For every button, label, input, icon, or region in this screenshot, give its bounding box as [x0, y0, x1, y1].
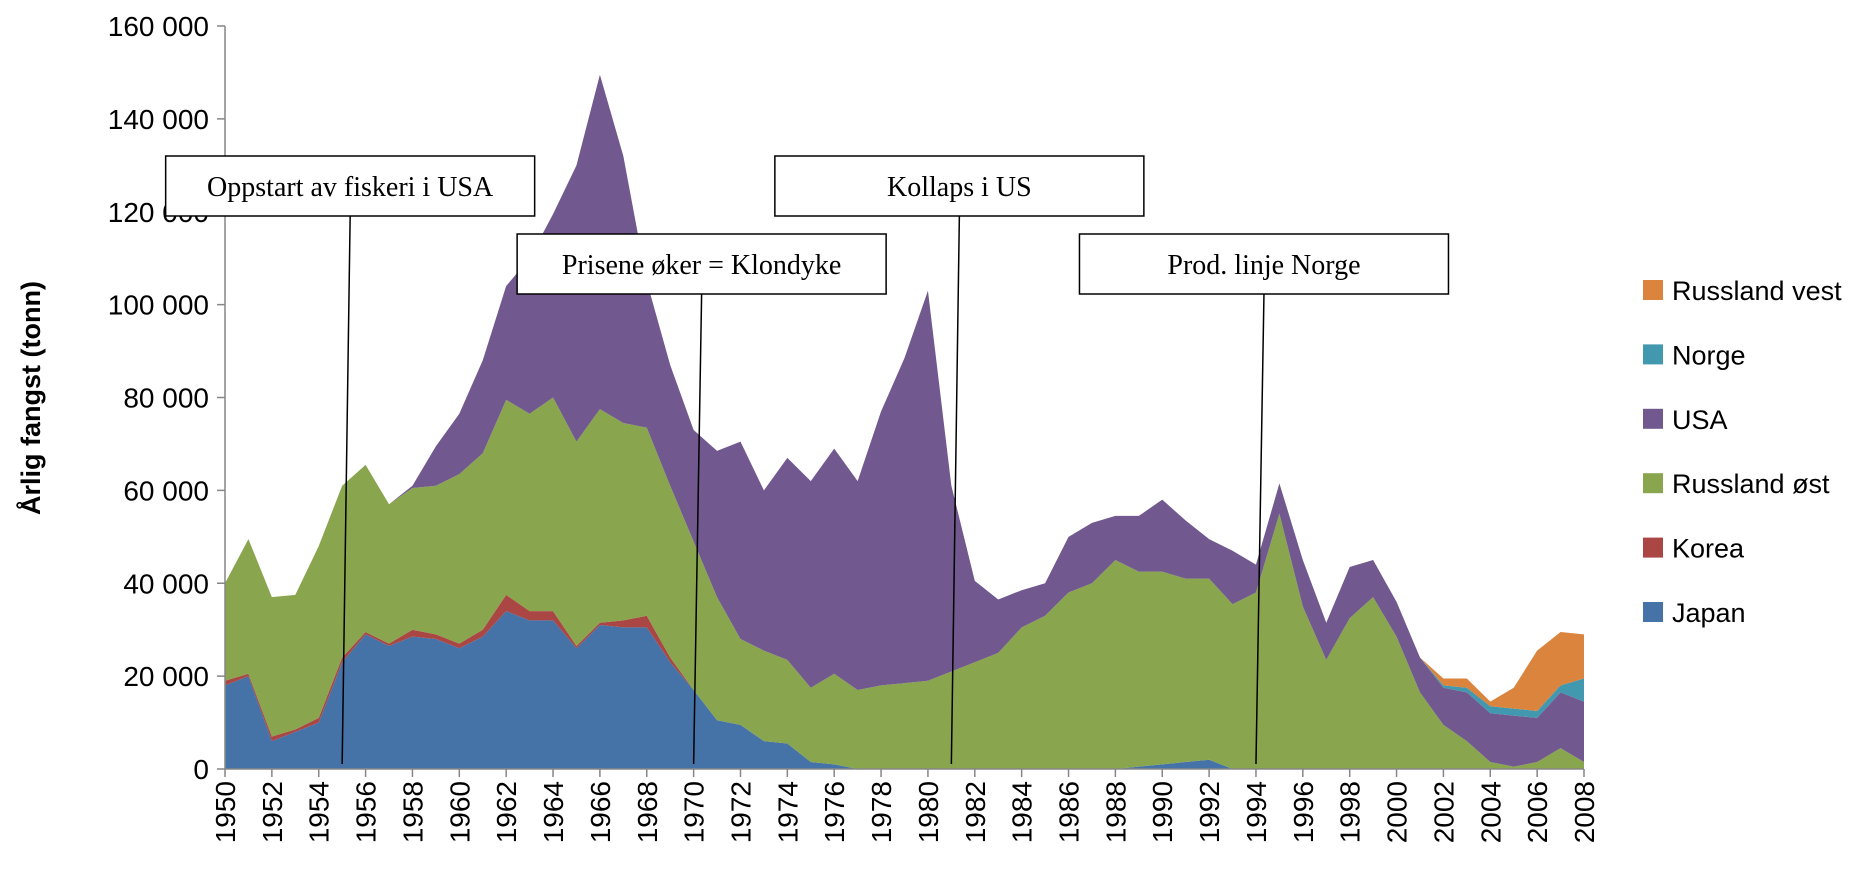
- legend-label: Korea: [1672, 534, 1745, 564]
- x-tick-label: 1998: [1335, 781, 1366, 843]
- legend-swatch: [1643, 602, 1663, 622]
- y-tick-label: 40 000: [123, 568, 209, 599]
- x-tick-label: 1994: [1241, 781, 1272, 843]
- legend-label: Norge: [1672, 340, 1746, 370]
- y-tick-label: 100 000: [108, 290, 209, 321]
- x-tick-label: 1952: [257, 781, 288, 843]
- x-tick-label: 1960: [444, 781, 475, 843]
- annotation-text: Kollaps i US: [887, 172, 1032, 203]
- annotation-text: Prod. linje Norge: [1167, 250, 1360, 281]
- x-tick-label: 1986: [1054, 781, 1085, 843]
- legend-label: Japan: [1672, 598, 1746, 628]
- x-tick-label: 1974: [772, 781, 803, 843]
- x-tick-label: 1982: [960, 781, 991, 843]
- x-tick-label: 1950: [210, 781, 241, 843]
- x-tick-label: 1988: [1100, 781, 1131, 843]
- annotation-box: [1078, 233, 1450, 295]
- legend-swatch: [1643, 408, 1663, 429]
- x-tick-label: 1996: [1288, 781, 1319, 843]
- area: [225, 611, 1584, 769]
- x-tick-label: 1972: [725, 781, 756, 843]
- y-axis-label: Årlig fangst (tonn): [15, 281, 46, 515]
- x-tick-label: 1970: [679, 781, 710, 843]
- x-tick-label: 1968: [632, 781, 663, 843]
- x-tick-label: 1984: [1007, 781, 1038, 843]
- x-tick-label: 2006: [1522, 781, 1553, 843]
- annotation-text: Oppstart av fiskeri i USA: [207, 172, 494, 203]
- y-tick-label: 60 000: [123, 475, 209, 506]
- x-tick-label: 1964: [538, 781, 569, 843]
- annotation-text: Prisene øker = Klondyke: [562, 250, 841, 281]
- legend-swatch: [1643, 473, 1663, 494]
- area: [225, 397, 1584, 769]
- y-tick-label: 80 000: [123, 383, 209, 414]
- annotation-line: [692, 293, 703, 765]
- annotation-line: [950, 215, 961, 765]
- x-tick-label: 1980: [913, 781, 944, 843]
- y-tick-label: 140 000: [108, 104, 209, 135]
- x-tick-label: 1992: [1194, 781, 1225, 843]
- annotation-box: [164, 155, 536, 217]
- x-tick-label: 1954: [304, 781, 335, 843]
- y-tick-label: 0: [193, 754, 209, 785]
- x-tick-label: 2002: [1428, 781, 1459, 843]
- legend-swatch: [1643, 537, 1663, 558]
- legend-label: Russland øst: [1672, 469, 1830, 499]
- annotation-box: [774, 155, 1145, 217]
- legend-label: Russland vest: [1672, 276, 1842, 306]
- x-tick-label: 2004: [1475, 781, 1506, 843]
- x-tick-label: 2000: [1382, 781, 1413, 843]
- x-tick-label: 1978: [866, 781, 897, 843]
- legend-swatch: [1643, 280, 1663, 300]
- x-tick-label: 2008: [1569, 781, 1600, 843]
- annotation-line: [1255, 293, 1265, 765]
- x-tick-label: 1966: [585, 781, 616, 843]
- legend-swatch: [1643, 344, 1663, 365]
- x-tick-label: 1976: [819, 781, 850, 843]
- y-tick-label: 160 000: [108, 11, 209, 42]
- x-tick-label: 1958: [397, 781, 428, 843]
- y-tick-label: 20 000: [123, 661, 209, 692]
- x-tick-label: 1956: [351, 781, 382, 843]
- legend-label: USA: [1672, 405, 1728, 435]
- x-tick-label: 1962: [491, 781, 522, 843]
- x-tick-label: 1990: [1147, 781, 1178, 843]
- annotation-box: [516, 233, 887, 295]
- annotation-line: [341, 215, 351, 765]
